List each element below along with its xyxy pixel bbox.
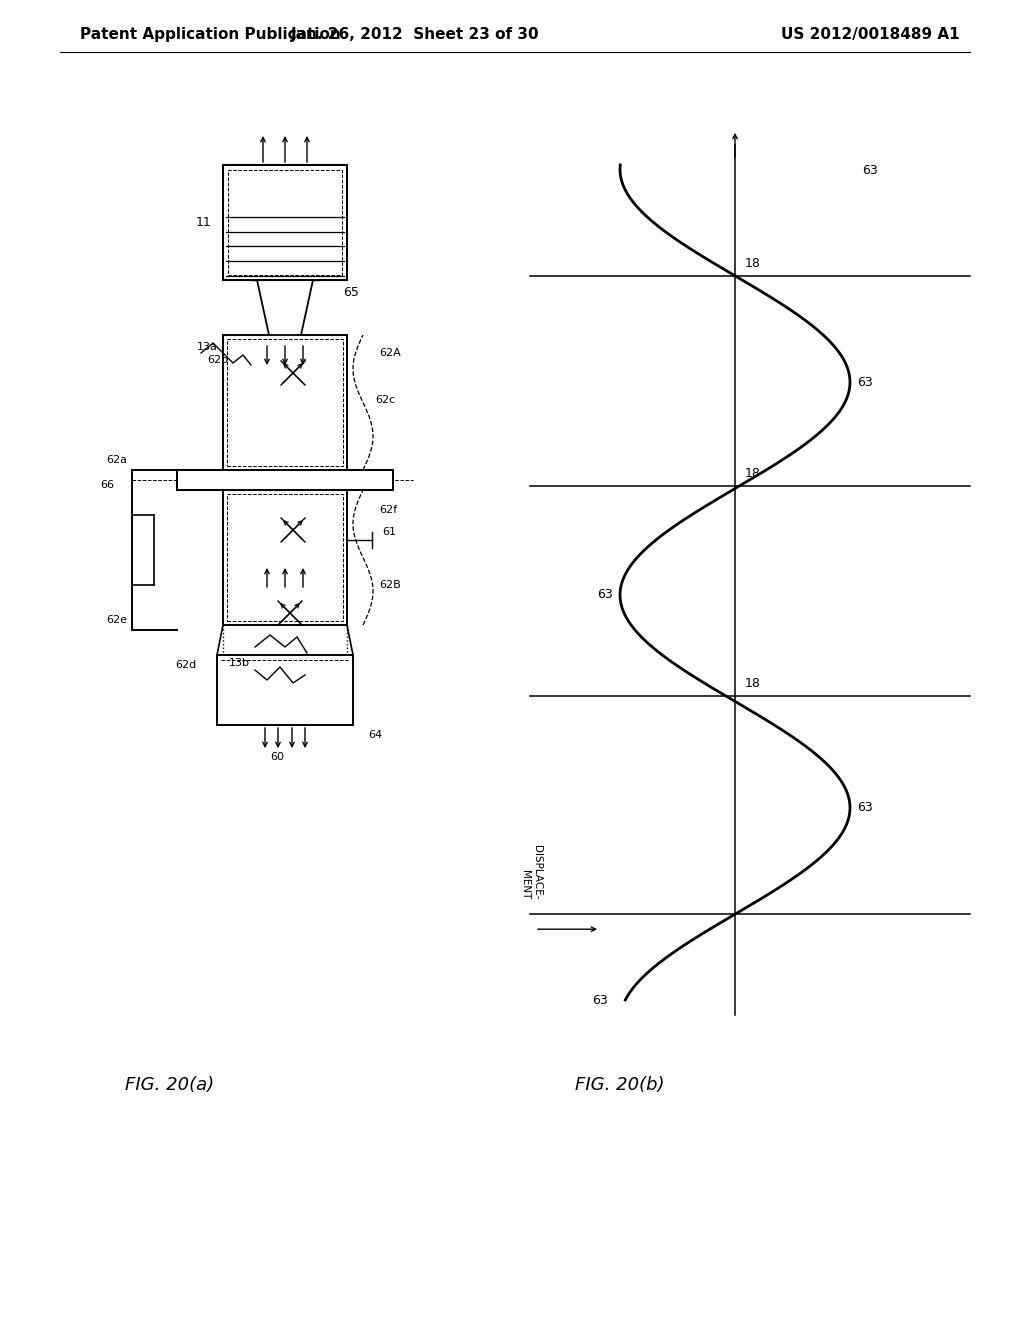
Text: 62f: 62f <box>379 506 397 515</box>
Text: 61: 61 <box>382 527 396 537</box>
Text: FIG. 20(a): FIG. 20(a) <box>125 1076 215 1094</box>
Text: Patent Application Publication: Patent Application Publication <box>80 28 341 42</box>
Text: 64: 64 <box>368 730 382 741</box>
Text: Jan. 26, 2012  Sheet 23 of 30: Jan. 26, 2012 Sheet 23 of 30 <box>291 28 540 42</box>
Text: 60: 60 <box>270 752 284 762</box>
Text: 62B: 62B <box>379 579 400 590</box>
Text: 62e: 62e <box>106 615 127 624</box>
Text: 11: 11 <box>196 216 211 228</box>
Text: US 2012/0018489 A1: US 2012/0018489 A1 <box>781 28 961 42</box>
Text: 65: 65 <box>343 285 358 298</box>
Bar <box>177 470 393 490</box>
Text: 63: 63 <box>592 994 608 1006</box>
Text: 62a: 62a <box>106 455 127 465</box>
Bar <box>228 170 342 275</box>
Text: 62c: 62c <box>375 395 395 405</box>
Text: 13b: 13b <box>229 657 250 668</box>
Text: 13a: 13a <box>198 342 218 352</box>
Bar <box>227 339 343 466</box>
Text: 18: 18 <box>745 257 761 271</box>
Text: 62A: 62A <box>379 348 400 358</box>
Text: 63: 63 <box>857 376 872 388</box>
Text: 62b: 62b <box>207 355 228 366</box>
Text: FIG. 20(b): FIG. 20(b) <box>575 1076 665 1094</box>
Bar <box>227 494 343 620</box>
Text: 18: 18 <box>745 677 761 690</box>
Text: 63: 63 <box>597 589 613 602</box>
Text: 63: 63 <box>862 164 878 177</box>
Text: DISPLACE-
MENT: DISPLACE- MENT <box>520 845 542 899</box>
Text: 63: 63 <box>857 801 872 814</box>
Text: 66: 66 <box>100 480 114 490</box>
Text: 18: 18 <box>745 467 761 480</box>
Text: 62d: 62d <box>176 660 197 671</box>
Bar <box>223 165 347 280</box>
